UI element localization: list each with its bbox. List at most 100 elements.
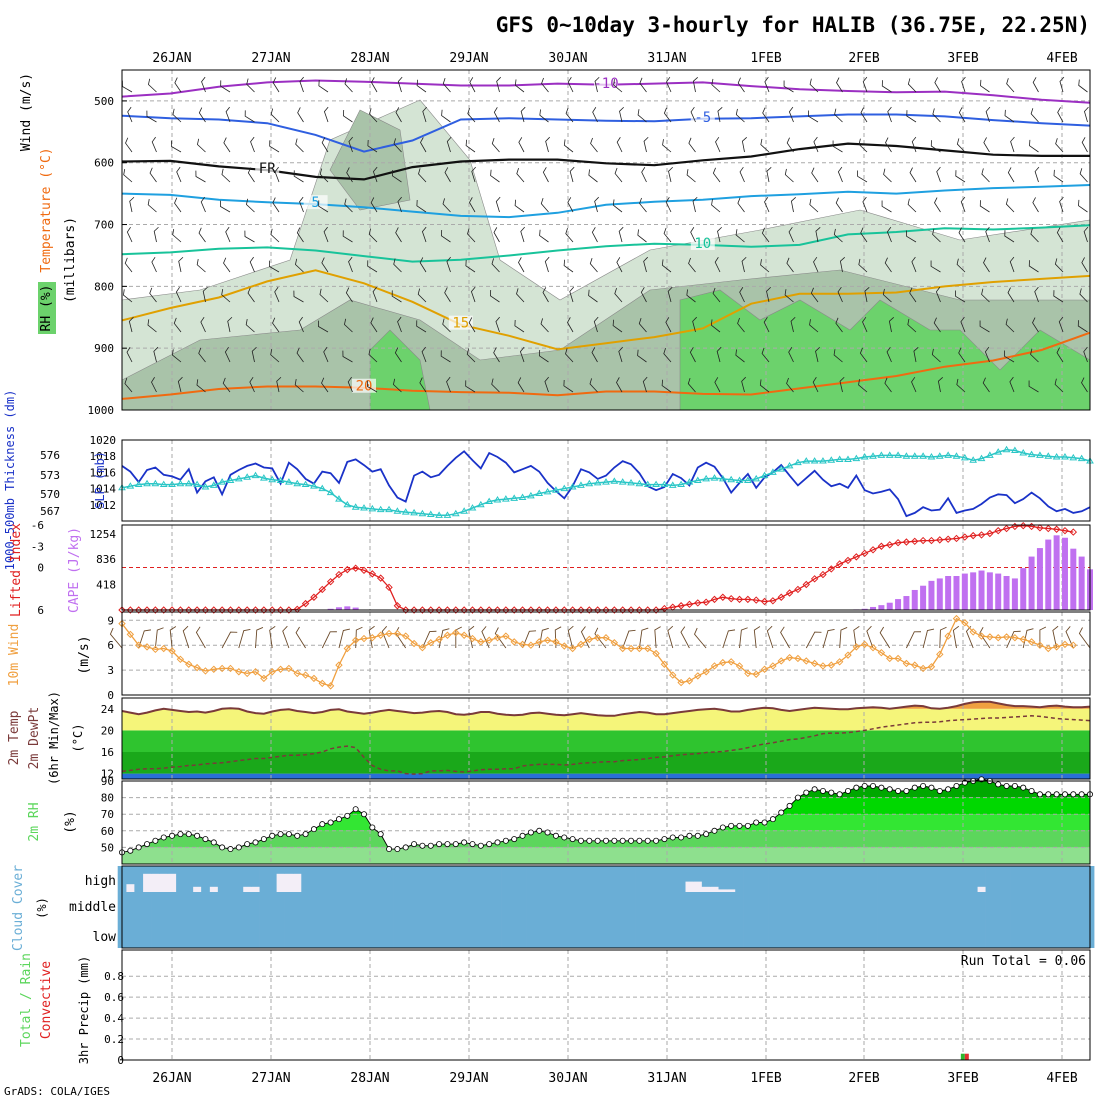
wind-barb [470,286,476,303]
lifted-index-tick-label: 0 [37,562,44,575]
wind-barb [274,286,280,303]
wind-barb [809,198,819,213]
cloud-bar [526,892,536,922]
cloud-level-label: middle [69,900,116,915]
wind-barb [618,226,624,243]
wind-speed-point [810,659,819,668]
wind-barb [293,290,304,303]
lifted-index-tick-label: -6 [31,519,44,532]
cloud-bar [593,866,603,892]
rh-point [1061,791,1068,798]
rh-point [235,844,242,851]
cloud-bar [835,892,845,922]
rh-point [811,786,818,793]
wind-barb [469,197,476,213]
thickness-point [368,504,377,512]
cloud-bar [126,922,135,948]
rh-frame [121,780,1091,865]
wind-speed-point [627,644,635,653]
cloud-bar [559,866,569,892]
pressure-tick-label: 500 [94,95,114,108]
lifted-index-point [485,606,493,614]
wind-barb [907,198,917,213]
wind-barb [272,77,280,93]
surface-wind-barb [638,627,649,649]
lifted-index-point [552,606,560,614]
cloud-bar [468,892,477,922]
wind-barb [906,110,917,123]
wind-barb [786,137,794,153]
cloud-bar [635,922,644,948]
rh-point [1070,791,1077,798]
lifted-index-point [702,598,710,606]
wind-speed-point [660,660,669,668]
lifted-index-point [518,606,527,614]
wind-barb [884,377,892,393]
cloud-bar [292,892,302,922]
cloud-bar [518,866,527,892]
cloud-bar [618,922,628,948]
lifted-index-point [126,606,135,614]
cape-bar [911,589,918,610]
cloud-bar [309,922,319,948]
cloud-bar [518,892,527,922]
thickness-point [860,453,869,460]
wind-barb [147,319,157,333]
thickness-label-line1: 1000-500mb Thickness (dm) [3,390,17,571]
lifted-index-point [477,606,485,614]
thickness-point [602,478,610,485]
lifted-index-point [802,580,810,589]
wind-barb [981,168,990,183]
temp-unit-label: (°C) [71,724,85,753]
rh-point [419,842,426,849]
cloud-bar [868,892,878,922]
cloud-bar [843,866,853,892]
thickness-point [426,510,435,518]
lifted-index-point [794,585,802,594]
cloud-bar [643,866,653,892]
thickness-point [660,480,669,488]
wind-speed-point [343,644,352,653]
thickness-point [1077,454,1086,462]
wind-barb [370,197,378,213]
slp-tick-label: 1018 [90,450,117,463]
bottom-date-label: 29JAN [449,1071,488,1086]
wind-barb [369,108,378,123]
wind-barb [319,288,329,303]
wind-barb [493,347,500,363]
wind-barb [468,317,476,333]
wind-speed-point [143,643,151,651]
thickness-point [351,503,360,510]
lifted-index-point [919,536,927,545]
cloud-bar [393,866,402,892]
wind-barb [496,76,501,93]
chart-title: GFS 0~10day 3-hourly for HALIB (36.75E, … [496,13,1090,37]
rh-point [477,842,484,849]
temperature-line [121,700,1091,717]
surface-wind-barb [221,631,238,649]
wind-barb [319,168,329,183]
cloud-bar [726,922,736,948]
wind-speed-point [744,669,752,678]
thickness-point [443,511,452,518]
wind-barb [907,318,917,333]
cloud-bar [726,866,736,890]
cloud-bar [276,922,285,948]
wind-speed-point [126,630,135,639]
cloud-bar [176,922,185,948]
isotherm-label: 10 [694,236,711,252]
thickness-point [894,451,902,458]
cape-bar [920,585,927,610]
lifted-index-point [719,593,727,601]
wind-barb [813,136,819,153]
thickness-point [1052,453,1061,460]
cloud-level-label: low [93,930,117,945]
isotherm-label: -5 [694,110,711,126]
thickness-point [810,457,819,464]
wind-barb [200,316,206,333]
wind-barb [223,137,231,153]
wind-barb [762,107,770,123]
thickness-point [218,478,227,485]
thickness-point [535,489,544,496]
wind-speed-point [911,661,919,669]
